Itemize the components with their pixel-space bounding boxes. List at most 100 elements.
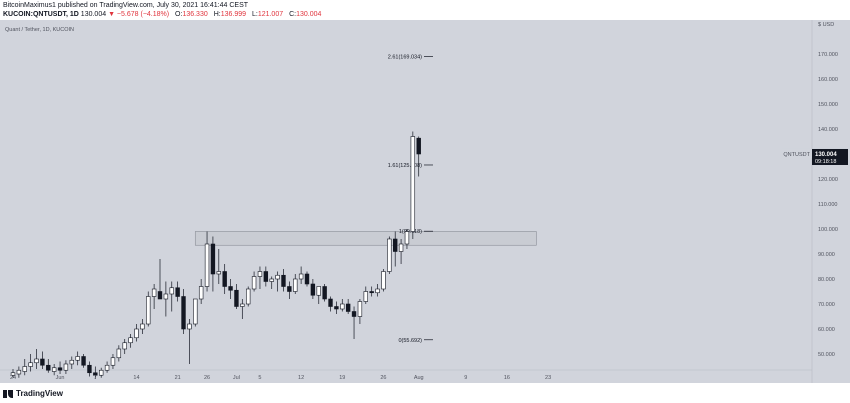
price-tag-symbol-bg	[782, 148, 812, 158]
candle-body	[81, 356, 86, 366]
candle-42	[257, 266, 263, 289]
candle-0	[10, 369, 16, 378]
candle-13	[87, 361, 92, 377]
x-tick-4: 21	[175, 375, 181, 381]
x-tick-9: 19	[339, 375, 345, 381]
candle-11	[75, 351, 80, 366]
candle-body	[304, 273, 310, 285]
candle-26	[163, 281, 169, 317]
x-tick-7: 5	[258, 375, 261, 381]
candle-body	[316, 286, 321, 296]
candle-12	[81, 354, 86, 368]
candle-body	[351, 311, 357, 317]
plot-background	[0, 20, 812, 383]
candle-body	[63, 363, 69, 371]
y-tick-50: 50.000	[818, 352, 835, 358]
candle-body	[410, 136, 416, 232]
fib-label-1: 1.61(125.608)	[388, 163, 422, 169]
candle-body	[387, 238, 392, 272]
candle-59	[357, 299, 363, 324]
candle-53	[322, 284, 327, 302]
candle-body	[269, 278, 274, 282]
candle-body	[310, 283, 316, 296]
candle-9	[63, 360, 69, 374]
y-tick-110: 110.000	[818, 202, 837, 208]
candle-body	[375, 288, 380, 294]
candle-body	[69, 359, 75, 365]
fib-label-0: 2.61(169.034)	[388, 54, 422, 60]
x-tick-8: 12	[298, 375, 304, 381]
symbol-name: KUCOIN:QNTUSDT, 1D	[3, 11, 79, 18]
low-value: 121.007	[257, 11, 284, 18]
candle-65	[392, 231, 398, 267]
y-tick-90: 90.000	[818, 252, 835, 258]
candle-5	[40, 351, 45, 369]
candle-body	[116, 348, 122, 359]
high-value: 136.999	[220, 11, 247, 18]
price-change: ▼ −5.678 (−4.18%)	[108, 11, 170, 18]
candle-body	[157, 291, 163, 300]
candle-28	[175, 281, 180, 302]
candle-2	[22, 359, 27, 376]
candle-body	[28, 362, 33, 367]
candle-body	[363, 291, 368, 302]
candle-34	[210, 236, 216, 292]
candle-21	[134, 324, 139, 342]
candle-43	[263, 266, 269, 287]
candle-39	[240, 299, 245, 319]
candle-32	[198, 279, 204, 304]
candle-56	[340, 299, 345, 312]
x-tick-10: 26	[380, 375, 386, 381]
candle-38	[234, 284, 239, 309]
last-price: 130.004	[80, 11, 107, 18]
candle-6	[46, 359, 51, 373]
candle-body	[193, 298, 198, 325]
candle-body	[93, 372, 98, 376]
candle-body	[151, 288, 157, 297]
candle-64	[387, 236, 392, 274]
x-tick-14: 23	[545, 375, 551, 381]
price-tag-bg	[812, 148, 848, 165]
fib-label-3: 0(55.692)	[398, 338, 422, 344]
x-tick-13: 16	[504, 375, 510, 381]
candlestick-chart[interactable]: Quant / Tether, 1D, KUCOIN $ USD 2.61(16…	[0, 20, 850, 383]
candle-16	[104, 361, 110, 373]
candle-body	[22, 366, 27, 372]
candle-10	[69, 356, 75, 369]
tradingview-logo[interactable]: TradingView	[3, 389, 63, 398]
candle-body	[46, 364, 51, 371]
candle-body	[287, 286, 292, 292]
candle-23	[146, 291, 151, 327]
candle-51	[310, 279, 316, 299]
candle-body	[251, 276, 257, 290]
fib-label-2: 1(99.118)	[399, 229, 422, 235]
candle-body	[175, 287, 180, 297]
candle-body	[51, 367, 57, 372]
candle-3	[28, 354, 33, 372]
x-tick-3: 14	[133, 375, 139, 381]
symbol-info-line: KUCOIN:QNTUSDT, 1D 130.004 ▼ −5.678 (−4.…	[3, 10, 321, 19]
candle-30	[187, 319, 192, 364]
candle-body	[104, 364, 110, 371]
x-tick-1: Jun	[56, 375, 65, 381]
candle-7	[51, 364, 57, 376]
candle-55	[334, 301, 339, 314]
candle-29	[181, 289, 186, 334]
chart-area[interactable]: Quant / Tether, 1D, KUCOIN $ USD 2.61(16…	[0, 20, 850, 383]
candle-17	[110, 354, 116, 369]
candle-body	[228, 286, 233, 291]
y-tick-140: 140.000	[818, 127, 838, 133]
currency-label: $ USD	[818, 22, 834, 28]
candle-body	[334, 306, 339, 310]
low-label: L:	[251, 11, 258, 18]
candle-60	[363, 286, 368, 304]
candle-15	[99, 367, 104, 378]
candle-body	[163, 293, 169, 300]
candle-47	[287, 281, 292, 299]
candle-44	[269, 276, 274, 289]
candle-body	[198, 286, 204, 300]
candle-body	[134, 328, 139, 339]
candle-body	[75, 356, 80, 361]
candle-body	[369, 291, 374, 294]
candle-body	[357, 301, 363, 317]
